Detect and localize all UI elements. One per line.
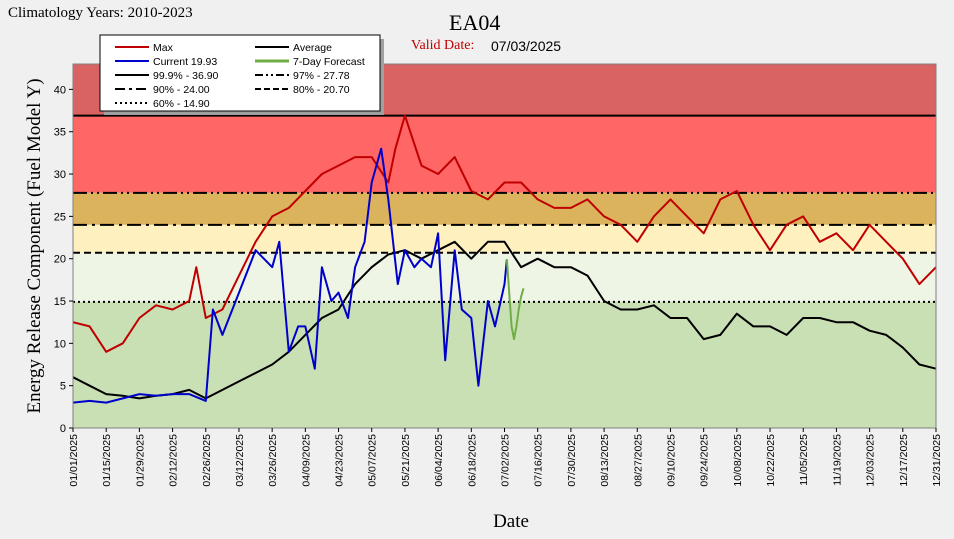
y-tick-label: 40 [54,84,66,96]
legend-p60-label: 60% - 14.90 [153,98,210,110]
x-tick-label: 12/03/2025 [865,434,877,487]
x-tick-label: 03/26/2025 [267,434,279,487]
x-tick-label: 03/12/2025 [234,434,246,487]
x-tick-label: 02/12/2025 [168,434,180,487]
legend-forecast-label: 7-Day Forecast [293,56,365,68]
y-tick-label: 0 [60,423,66,435]
x-tick-label: 01/15/2025 [101,434,113,487]
y-axis-label: Energy Release Component (Fuel Model Y) [24,78,45,413]
valid-date-value: 07/03/2025 [491,38,562,54]
y-tick-label: 10 [54,338,66,350]
x-tick-label: 06/18/2025 [466,434,478,487]
x-tick-label: 10/08/2025 [732,434,744,487]
x-tick-label: 01/29/2025 [134,434,146,487]
x-tick-label: 06/04/2025 [433,434,445,487]
legend-p90-label: 90% - 24.00 [153,84,210,96]
legend-p80-label: 80% - 20.70 [293,84,350,96]
x-tick-label: 05/07/2025 [367,434,379,487]
band-80-90 [73,224,936,253]
x-tick-label: 04/09/2025 [300,434,312,487]
series-current [72,147,508,404]
series-average [72,240,937,400]
legend-current-label: Current 19.93 [153,56,217,68]
y-tick-label: 30 [54,169,66,181]
y-tick-label: 20 [54,254,66,266]
series-lines [72,114,937,404]
legend-max-label: Max [153,42,174,54]
x-tick-label: 07/02/2025 [500,434,512,487]
band-below-60 [73,301,936,428]
x-tick-label: 09/10/2025 [666,434,678,487]
legend-p97-label: 97% - 27.78 [293,70,350,82]
x-tick-label: 12/17/2025 [898,434,910,487]
legend-average-label: Average [293,42,332,54]
chart-title: EA04 [449,10,501,35]
x-tick-label: 11/05/2025 [798,434,810,486]
percentile-lines [73,114,936,303]
y-tick-label: 15 [54,296,66,308]
x-axis-label: Date [493,511,529,532]
x-tick-label: 07/30/2025 [566,434,578,487]
x-tick-label: 08/27/2025 [632,434,644,487]
band-90-97 [73,192,936,225]
x-tick-label: 12/31/2025 [931,434,943,487]
percentile-bands [73,64,936,428]
x-tick-label: 10/22/2025 [765,434,777,487]
x-tick-label: 09/24/2025 [699,434,711,487]
legend: Max Average Current 19.93 7-Day Forecast 99.… [99,34,384,115]
series-7-day-forecast [505,259,525,341]
x-tick-label: 11/19/2025 [831,434,843,486]
y-tick-label: 25 [54,211,66,223]
series-max [72,114,937,353]
climatology-years-label: Climatology Years: 2010-2023 [8,5,193,21]
band-97-999 [73,115,936,193]
x-tick-label: 07/16/2025 [533,434,545,487]
legend-p999-label: 99.9% - 36.90 [153,70,219,82]
y-tick-label: 5 [60,381,66,393]
x-tick-label: 05/21/2025 [400,434,412,487]
axes: 0 5 10 15 20 25 30 35 40 01/01/2025 01/15/2025 01/2… [54,63,943,487]
valid-date-label: Valid Date: [411,38,475,53]
y-tick-label: 35 [54,127,66,139]
x-tick-label: 02/26/2025 [201,434,213,487]
x-tick-label: 01/01/2025 [68,434,80,487]
x-tick-label: 04/23/2025 [334,434,346,487]
x-tick-label: 08/13/2025 [599,434,611,487]
